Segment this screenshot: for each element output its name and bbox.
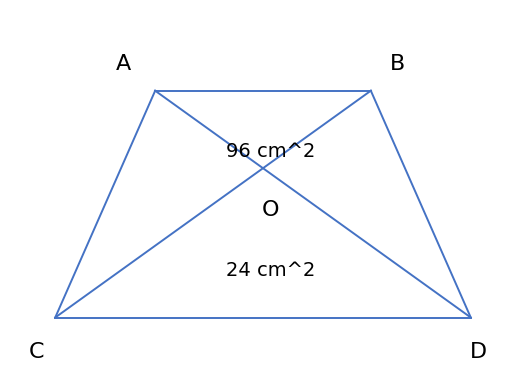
Text: 24 cm^2: 24 cm^2 — [226, 261, 316, 280]
Text: C: C — [29, 342, 45, 361]
Text: 96 cm^2: 96 cm^2 — [226, 142, 316, 161]
Text: O: O — [262, 200, 280, 220]
Text: D: D — [470, 342, 487, 361]
Text: A: A — [116, 54, 131, 74]
Text: B: B — [390, 54, 404, 74]
